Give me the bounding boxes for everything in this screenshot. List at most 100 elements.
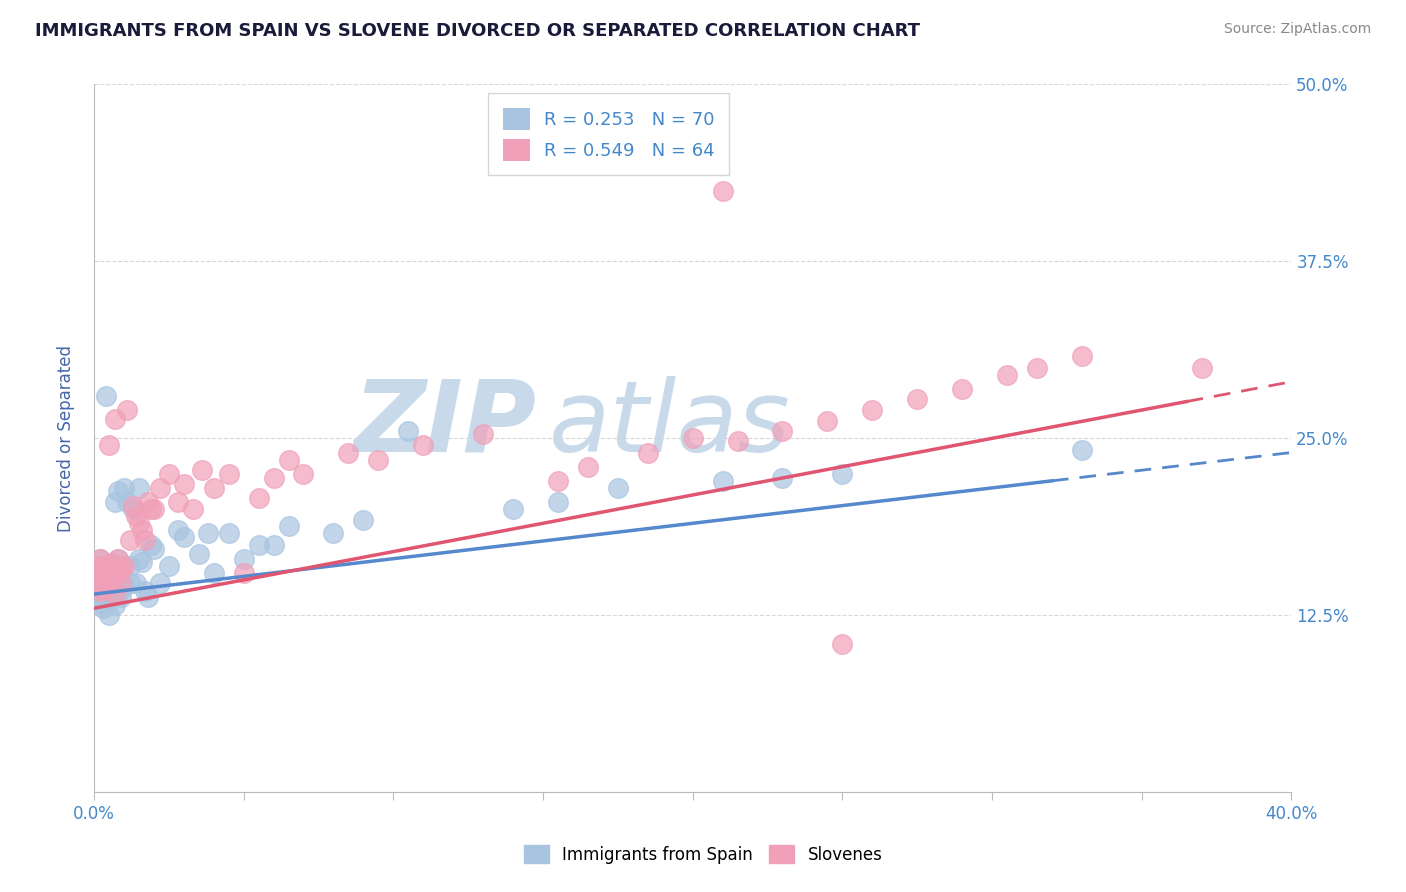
Point (125, 575, 148, 590)
Point (337, 445, 360, 459)
Point (711, 474, 734, 488)
Point (247, 537, 270, 551)
Point (94, 575, 117, 590)
Point (89, 584, 111, 599)
Point (232, 566, 254, 580)
Point (91, 558, 114, 573)
Point (101, 582, 124, 597)
Point (121, 500, 143, 514)
Point (115, 403, 138, 417)
Point (1191, 360, 1213, 375)
Point (905, 392, 928, 406)
Point (118, 533, 141, 548)
Point (1070, 442, 1092, 457)
Point (110, 561, 132, 575)
Point (104, 495, 127, 509)
Point (118, 558, 141, 573)
Point (110, 575, 132, 590)
Point (91, 591, 114, 606)
Point (89, 551, 111, 566)
Point (91, 573, 114, 587)
Point (94, 566, 117, 580)
Point (118, 575, 141, 590)
Point (367, 452, 389, 467)
Point (502, 502, 524, 516)
Legend: Immigrants from Spain, Slovenes: Immigrants from Spain, Slovenes (517, 838, 889, 871)
Point (110, 590, 132, 604)
Point (86, 566, 108, 580)
Point (218, 526, 240, 541)
Point (187, 548, 209, 562)
Point (1070, 349, 1092, 363)
Point (322, 526, 344, 541)
Point (94, 566, 117, 580)
Point (547, 495, 569, 509)
Point (637, 445, 659, 459)
Point (136, 495, 159, 509)
Point (91, 601, 114, 615)
Y-axis label: Divorced or Separated: Divorced or Separated (58, 345, 75, 532)
Point (277, 452, 299, 467)
Point (190, 462, 212, 476)
Point (107, 587, 129, 601)
Point (101, 556, 124, 570)
Point (139, 502, 162, 516)
Point (149, 575, 172, 590)
Text: ZIP: ZIP (354, 376, 537, 473)
Point (263, 471, 285, 485)
Point (125, 509, 148, 524)
Point (950, 382, 973, 396)
Point (101, 558, 124, 573)
Point (91, 568, 114, 582)
Point (94, 575, 117, 590)
Point (995, 368, 1018, 382)
Point (770, 471, 793, 485)
Point (134, 584, 156, 599)
Point (128, 516, 150, 531)
Point (86, 566, 108, 580)
Point (107, 566, 129, 580)
Point (576, 459, 599, 474)
Point (89, 587, 111, 601)
Text: IMMIGRANTS FROM SPAIN VS SLOVENE DIVORCED OR SEPARATED CORRELATION CHART: IMMIGRANTS FROM SPAIN VS SLOVENE DIVORCE… (35, 22, 920, 40)
Point (157, 558, 180, 573)
Point (197, 526, 219, 541)
Point (412, 438, 434, 452)
Point (727, 434, 749, 449)
Point (352, 513, 374, 527)
Point (110, 575, 132, 590)
Point (112, 580, 135, 594)
Point (181, 502, 204, 516)
Point (101, 568, 124, 582)
Point (831, 637, 853, 651)
Point (139, 537, 162, 551)
Point (157, 467, 180, 481)
Point (91, 561, 114, 575)
Point (86, 587, 108, 601)
Point (89, 566, 111, 580)
Point (128, 481, 150, 495)
Point (89, 575, 111, 590)
Point (121, 502, 143, 516)
Point (97, 438, 120, 452)
Point (94, 591, 117, 606)
Point (815, 414, 838, 428)
Point (94, 584, 117, 599)
Point (97, 582, 120, 597)
Point (89, 551, 111, 566)
Text: Source: ZipAtlas.com: Source: ZipAtlas.com (1223, 22, 1371, 37)
Point (277, 519, 299, 533)
Point (101, 573, 124, 587)
Legend: R = 0.253   N = 70, R = 0.549   N = 64: R = 0.253 N = 70, R = 0.549 N = 64 (488, 94, 730, 176)
Point (149, 481, 172, 495)
Point (112, 481, 135, 495)
Point (134, 533, 156, 548)
Point (89, 597, 111, 611)
Point (131, 524, 153, 538)
Point (202, 566, 225, 580)
Point (173, 531, 195, 545)
Point (104, 599, 127, 613)
Point (91, 582, 114, 597)
Point (166, 524, 188, 538)
Point (104, 411, 127, 425)
